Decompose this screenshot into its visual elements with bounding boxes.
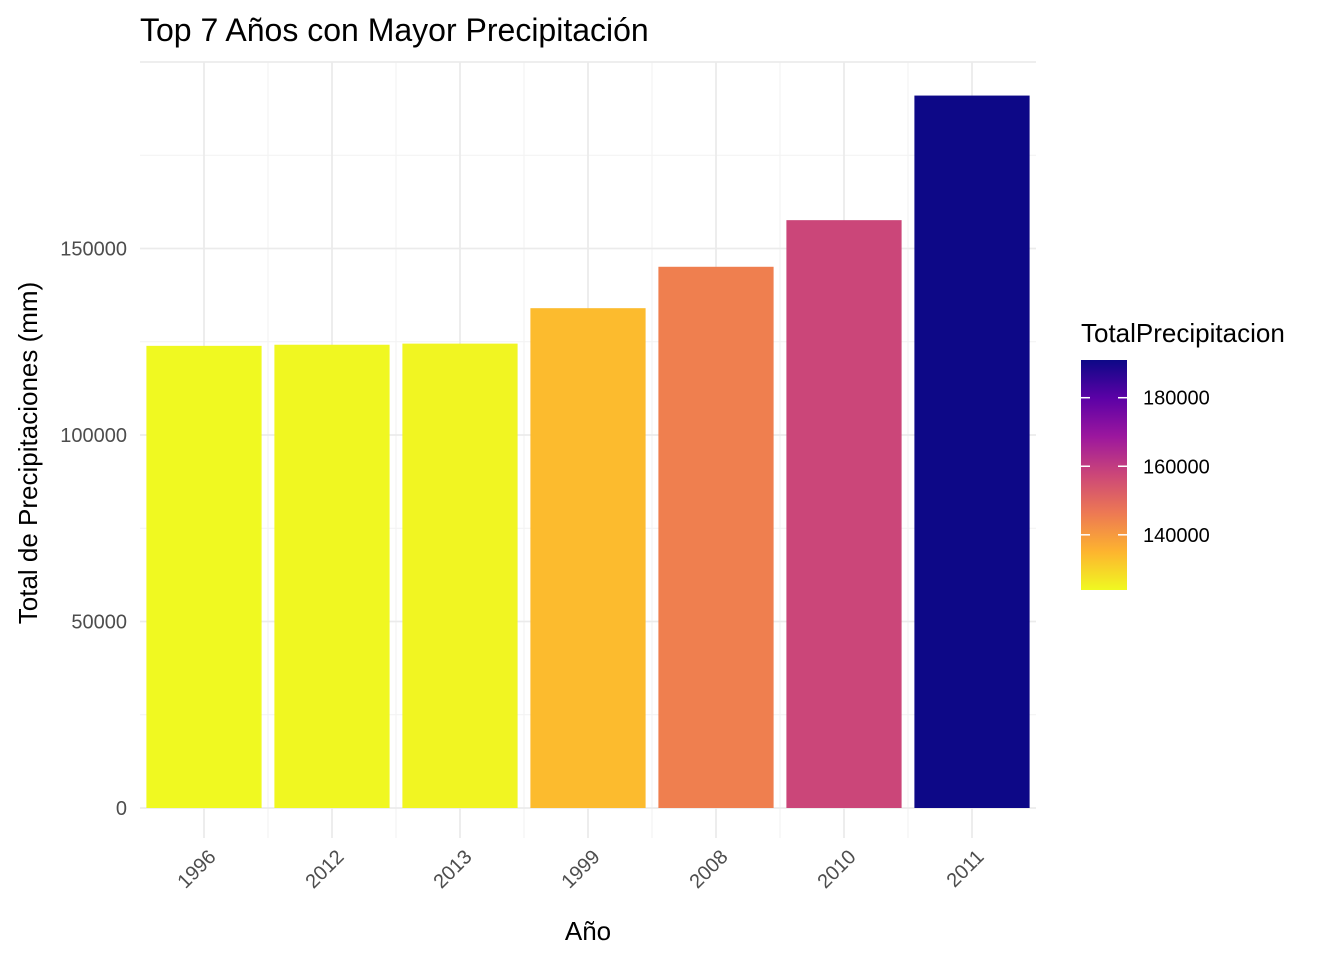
x-tick-label: 2010 (814, 846, 861, 893)
x-tick-label: 2008 (686, 846, 733, 893)
legend-tick-label: 160000 (1143, 456, 1210, 478)
x-axis-title: Año (565, 916, 611, 946)
bar-2013 (402, 343, 518, 808)
chart-title: Top 7 Años con Mayor Precipitación (140, 12, 649, 48)
x-tick-label: 1996 (174, 846, 221, 893)
x-tick-label: 2013 (430, 846, 477, 893)
y-tick-label: 100000 (60, 425, 127, 447)
bar-2008 (658, 266, 774, 809)
legend: TotalPrecipitacion 140000 160000 180000 (1081, 318, 1285, 590)
y-tick-label: 0 (116, 798, 127, 820)
y-tick-label: 50000 (71, 612, 127, 634)
x-axis-ticks: 1996 2012 2013 1999 2008 2010 2011 (174, 846, 989, 893)
legend-tick-label: 180000 (1143, 388, 1210, 410)
y-tick-label: 150000 (60, 239, 127, 261)
bar-2012 (274, 344, 390, 808)
x-tick-label: 1999 (558, 846, 605, 893)
bar-1996 (146, 345, 262, 808)
y-axis-title: Total de Precipitaciones (mm) (13, 282, 43, 624)
bar-2011 (914, 95, 1030, 808)
x-tick-label: 2011 (943, 846, 989, 892)
bar-1999 (530, 308, 646, 808)
bars (146, 95, 1030, 809)
y-axis-ticks: 0 50000 100000 150000 (60, 239, 127, 821)
legend-ticks: 140000 160000 180000 (1081, 388, 1210, 547)
x-tick-label: 2012 (302, 846, 349, 893)
legend-tick-label: 140000 (1143, 525, 1210, 547)
legend-colorbar (1081, 360, 1127, 590)
bar-2010 (786, 220, 902, 809)
legend-title: TotalPrecipitacion (1081, 318, 1285, 348)
